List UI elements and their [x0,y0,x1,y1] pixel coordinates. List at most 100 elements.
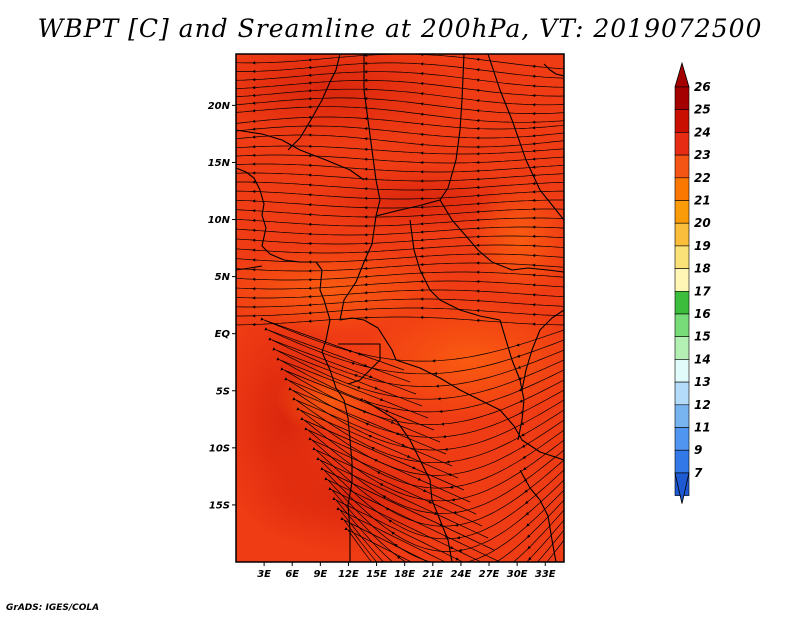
lon-tick-label: 33E [535,569,556,580]
streamline-arrow [252,209,256,213]
streamline-arrow [396,555,401,560]
streamline-arrow [388,519,392,523]
colorbar-label: 16 [694,307,711,321]
streamline-arrow [364,266,368,271]
streamline-arrow [308,115,312,119]
streamline-arrow [420,72,424,76]
streamline-arrow [364,283,368,287]
streamline-arrow [476,99,480,103]
streamline-arrow [476,127,480,131]
streamline-arrow [406,592,409,595]
streamline-arrow [447,472,452,477]
lon-tick-label: 27E [479,569,500,580]
colorbar-label: 26 [694,80,711,94]
streamline [236,289,564,299]
streamline-arrow [476,226,480,230]
streamline-arrow [476,318,480,323]
streamline-arrow [423,489,427,492]
colorbar-label: 17 [694,284,711,298]
lat-tick-label: 10S [209,443,230,454]
streamline [236,106,564,123]
streamline-arrow [476,185,480,189]
streamline-arrow [308,319,312,323]
streamline-arrow [284,377,288,381]
streamline-arrow [532,263,536,267]
streamline-arrow [379,483,384,487]
colorbar-label: 18 [694,262,711,276]
lon-tick-label: 3E [257,569,271,580]
streamline-arrow [420,132,424,137]
streamline-arrow [476,68,480,72]
streamline-arrow [364,147,368,152]
streamline-arrow [364,116,368,121]
streamline-arrow [364,258,368,262]
streamline-arrow [308,203,312,207]
lon-tick-label: 21E [422,569,443,580]
streamline-arrow [528,557,532,561]
streamline-arrow [466,580,470,583]
streamline [236,253,564,263]
lon-tick-label: 30E [507,569,528,580]
streamline [303,419,564,491]
streamline-arrow [376,471,381,475]
streamline-arrow [308,311,312,315]
streamline-arrow [420,179,424,183]
streamline-arrow [420,297,424,301]
streamline-arrow [252,69,256,73]
streamline [236,62,564,79]
streamline-arrow [308,58,312,62]
streamline-arrow [364,316,368,320]
streamline-arrow [328,487,332,491]
lon-tick-label: 15E [366,569,387,580]
streamline-arrow [476,109,480,113]
streamline-arrow [252,314,256,318]
streamline-arrow [252,218,256,223]
streamline-arrow [435,384,439,388]
streamline-arrow [252,61,256,65]
streamline-arrow [532,216,536,220]
streamline [236,125,564,139]
streamline-arrow [401,443,406,447]
streamline-arrow [525,511,530,516]
streamline-arrow [532,293,536,297]
streamline-arrow [308,163,312,167]
streamline-arrow [532,84,536,88]
streamline-arrow [332,497,336,501]
streamline-arrow [252,145,256,149]
streamline-arrow [396,432,400,436]
streamline-arrow [407,454,411,458]
streamline-arrow [252,101,256,105]
colorbar-swatch [674,86,690,111]
chart-title: WBPT [C] and Sreamline at 200hPa, VT: 20… [37,14,763,43]
streamline-arrow [364,61,368,65]
streamline-arrow [296,407,300,411]
streamline-arrow [472,592,476,595]
streamline-arrow [446,460,450,464]
streamline-arrow [252,127,256,131]
lat-tick-label: 15N [208,158,231,169]
colorbar-label: 9 [694,443,702,457]
streamline-arrow [353,374,358,378]
streamline-arrow [308,81,312,85]
colorbar-swatch [674,427,690,451]
colorbar-swatch [674,404,690,428]
streamline-arrow [523,466,527,471]
streamline-arrow [391,531,395,535]
streamline-arrow [420,170,424,174]
streamline-arrow [532,234,536,238]
streamline [236,163,564,173]
streamline-arrow [532,312,536,317]
streamline-arrow [420,306,424,310]
streamline-arrow [420,102,424,106]
colorbar-label: 7 [694,466,703,480]
colorbar-swatch [674,177,690,201]
streamline-arrow [532,322,536,326]
streamline-arrow [532,244,536,248]
colorbar-label: 21 [694,194,711,208]
streamline-arrow [476,235,480,239]
streamline-arrow [350,362,355,366]
streamline-arrow [252,258,256,262]
streamline-arrow [532,253,536,258]
streamline-arrow [439,409,443,414]
streamline-arrow [308,73,312,77]
